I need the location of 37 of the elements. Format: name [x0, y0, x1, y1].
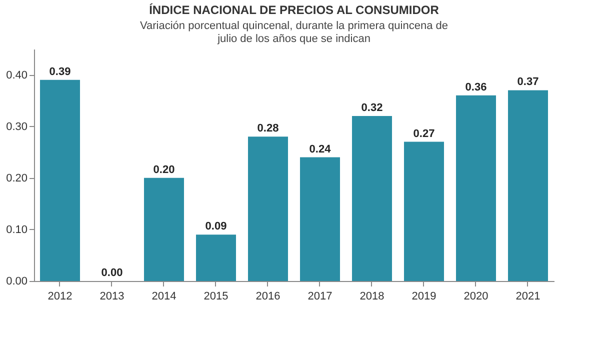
y-tick-label: 0.10	[6, 224, 28, 236]
data-label: 0.00	[101, 267, 123, 279]
bar	[404, 142, 444, 281]
x-tick-label: 2021	[516, 290, 540, 302]
data-label: 0.24	[309, 143, 332, 156]
bar	[196, 234, 236, 281]
data-label: 0.28	[257, 122, 279, 135]
y-tick-label: 0.00	[6, 276, 28, 288]
bar	[300, 157, 340, 281]
data-label: 0.32	[361, 102, 383, 114]
data-label: 0.09	[205, 220, 227, 233]
bar	[352, 116, 392, 281]
text: julio de los años que se indican	[218, 33, 370, 45]
x-tick-label: 2015	[204, 290, 228, 302]
data-label: 0.20	[153, 164, 175, 176]
x-tick-label: 2018	[360, 290, 384, 302]
bar	[40, 80, 80, 281]
x-tick-label: 2019	[412, 290, 436, 302]
bar	[144, 178, 184, 281]
bar	[456, 95, 496, 281]
text: Variación porcentual quincenal, durante la primera quincena de	[140, 20, 448, 32]
x-tick-label: 2014	[152, 290, 176, 302]
y-tick-label: 0.30	[6, 120, 28, 133]
x-tick-label: 2017	[308, 290, 332, 302]
x-tick-label: 2012	[48, 290, 72, 302]
x-tick-label: 2020	[464, 290, 488, 302]
data-label: 0.39	[49, 66, 71, 78]
y-tick-label: 0.20	[6, 172, 28, 184]
chart-title: ÍNDICE NACIONAL DE PRECIOS AL CONSUMIDOR	[149, 3, 440, 17]
x-tick-label: 2016	[256, 290, 280, 302]
bar	[508, 90, 548, 281]
y-tick-label: 0.40	[6, 69, 28, 82]
bar	[248, 136, 288, 281]
data-label: 0.27	[413, 128, 435, 140]
data-label: 0.37	[517, 76, 539, 88]
x-tick-label: 2013	[100, 290, 124, 302]
data-label: 0.36	[465, 81, 487, 94]
